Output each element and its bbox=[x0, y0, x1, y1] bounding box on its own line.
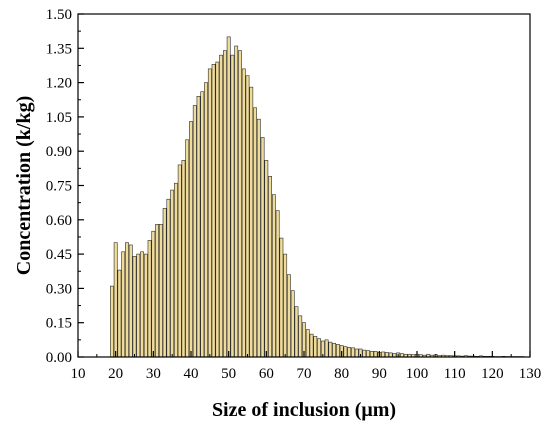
x-tick-label: 30 bbox=[146, 366, 161, 382]
y-tick-label: 0.45 bbox=[46, 247, 72, 263]
y-axis-title: Concentration (k/kg) bbox=[13, 96, 35, 275]
histogram-bar bbox=[305, 329, 310, 358]
x-tick-label: 20 bbox=[108, 366, 123, 382]
histogram-bar bbox=[226, 36, 231, 358]
histogram-bar bbox=[347, 347, 352, 358]
histogram-bar bbox=[192, 105, 197, 358]
histogram-bar bbox=[181, 160, 186, 358]
histogram-bar bbox=[158, 224, 163, 358]
x-tick-label: 40 bbox=[184, 366, 199, 382]
histogram-bar bbox=[166, 198, 171, 358]
y-tick-label: 0.00 bbox=[46, 350, 72, 366]
histogram-bar bbox=[147, 240, 152, 358]
histogram-bar bbox=[136, 253, 141, 358]
histogram-bar bbox=[200, 91, 205, 358]
x-axis-title: Size of inclusion (μm) bbox=[212, 399, 396, 421]
y-tick-label: 1.50 bbox=[46, 7, 72, 23]
histogram-bar bbox=[189, 121, 193, 358]
x-tick-label: 60 bbox=[259, 366, 274, 382]
x-tick-label: 10 bbox=[71, 366, 86, 382]
histogram-bar bbox=[177, 164, 182, 358]
histogram-bar bbox=[294, 306, 299, 358]
histogram-bar bbox=[290, 290, 295, 358]
y-tick-label: 1.05 bbox=[46, 110, 72, 126]
histogram-bar bbox=[155, 224, 160, 358]
histogram-bar bbox=[283, 253, 288, 358]
histogram-bar bbox=[249, 86, 254, 358]
histogram-bar bbox=[298, 315, 303, 358]
histogram-bar bbox=[268, 176, 273, 358]
y-tick-label: 0.90 bbox=[46, 144, 72, 160]
histogram-bar bbox=[121, 251, 126, 358]
histogram-bar bbox=[384, 352, 389, 358]
histogram-bar bbox=[351, 347, 355, 358]
x-tick-label: 110 bbox=[444, 366, 466, 382]
histogram-bar bbox=[264, 160, 269, 358]
y-tick-label: 0.15 bbox=[46, 316, 72, 332]
histogram-bar bbox=[207, 68, 212, 358]
histogram-bar bbox=[313, 336, 318, 358]
y-tick-label: 1.20 bbox=[46, 76, 72, 92]
histogram-bar bbox=[113, 242, 118, 358]
histogram-bar bbox=[328, 341, 333, 358]
histogram-bar bbox=[125, 242, 129, 358]
histogram-bar bbox=[317, 338, 321, 358]
x-tick-label: 50 bbox=[221, 366, 236, 382]
histogram-bar bbox=[117, 269, 122, 358]
y-tick-label: 0.75 bbox=[46, 179, 72, 195]
x-tick-label: 70 bbox=[297, 366, 312, 382]
histogram-bar bbox=[140, 251, 144, 358]
histogram-bar bbox=[388, 352, 393, 358]
histogram-bar bbox=[234, 45, 239, 358]
histogram-bar bbox=[238, 50, 242, 358]
histogram-bar bbox=[162, 208, 167, 358]
histogram-bar bbox=[143, 253, 148, 358]
histogram-bar bbox=[343, 346, 348, 358]
histogram-bar bbox=[253, 107, 257, 358]
histogram-bar bbox=[196, 96, 201, 358]
histogram-bar bbox=[354, 348, 359, 358]
bar-group bbox=[110, 36, 525, 358]
histogram-bar bbox=[211, 64, 216, 358]
histogram-bar bbox=[381, 351, 386, 358]
y-tick-label: 1.35 bbox=[46, 41, 72, 57]
x-tick-label: 130 bbox=[519, 366, 542, 382]
y-tick-label: 0.30 bbox=[46, 281, 72, 297]
x-tick-label: 80 bbox=[334, 366, 349, 382]
histogram-bar bbox=[275, 210, 280, 358]
histogram-bar bbox=[215, 61, 220, 358]
x-tick-label: 100 bbox=[406, 366, 429, 382]
histogram-bar bbox=[332, 342, 337, 358]
histogram-bar bbox=[373, 350, 378, 358]
histogram-bar bbox=[223, 50, 227, 358]
x-tick-label: 120 bbox=[481, 366, 504, 382]
histogram-bar bbox=[110, 285, 114, 358]
histogram-bar bbox=[170, 189, 175, 358]
histogram-bar bbox=[174, 182, 178, 358]
histogram-bar bbox=[271, 194, 276, 358]
histogram-bar bbox=[204, 82, 208, 358]
histogram-bar bbox=[219, 54, 224, 358]
histogram-bar bbox=[245, 75, 250, 358]
histogram-bar bbox=[335, 344, 340, 358]
x-tick-label: 90 bbox=[372, 366, 387, 382]
histogram-bar bbox=[256, 118, 261, 358]
histogram-bar bbox=[279, 237, 284, 358]
histogram-bar bbox=[260, 137, 265, 358]
histogram-bar bbox=[324, 339, 329, 358]
histogram-bar bbox=[362, 349, 367, 358]
histogram-bar bbox=[369, 350, 374, 358]
histogram-bar bbox=[287, 274, 291, 358]
histogram-bar bbox=[309, 333, 314, 358]
axes: 10 20 30 40 50 60 70 80 90 100 110 120 130 0.00 0.15 0.… bbox=[46, 7, 542, 382]
histogram-bar bbox=[366, 350, 370, 358]
histogram-bar bbox=[128, 244, 133, 358]
histogram-bar bbox=[132, 256, 137, 358]
histogram-bar bbox=[151, 230, 156, 358]
y-tick-label: 0.60 bbox=[46, 213, 72, 229]
histogram-bar bbox=[230, 54, 235, 358]
histogram-bar bbox=[241, 68, 246, 358]
histogram-bar bbox=[185, 139, 190, 358]
